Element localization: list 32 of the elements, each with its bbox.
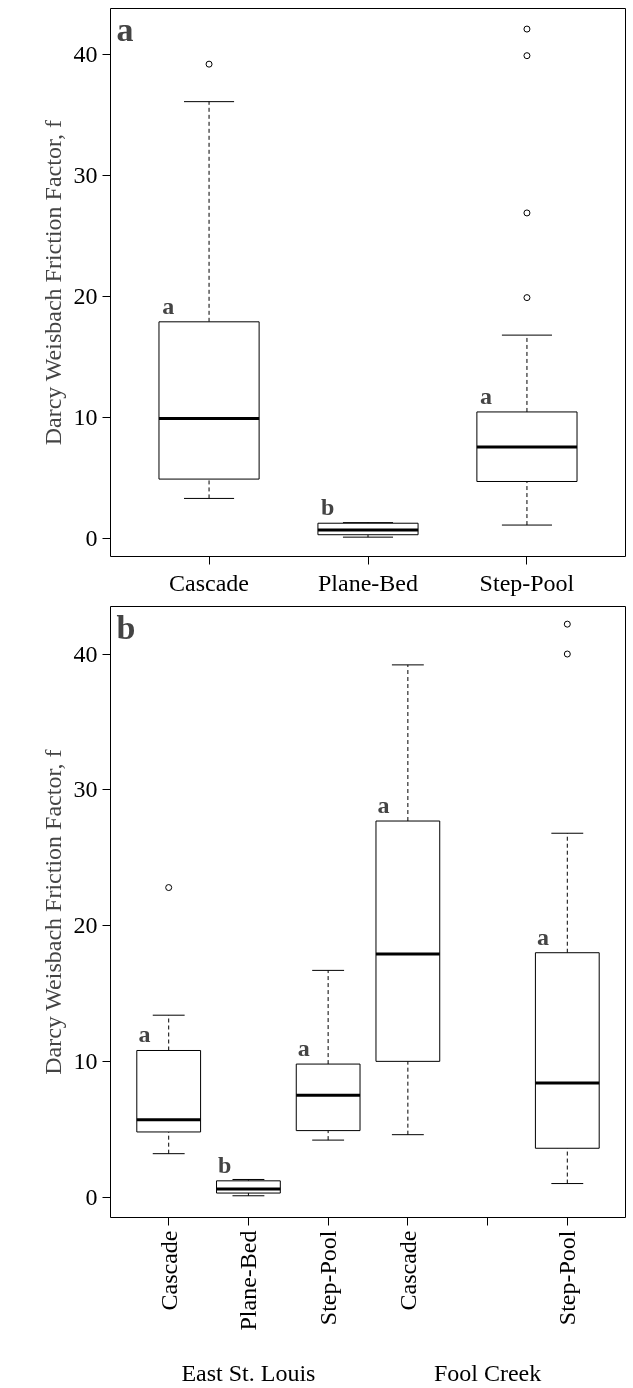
annotation: b — [218, 1151, 232, 1178]
x-tick-label: Step-Pool — [315, 1230, 342, 1326]
x-tick-label: Cascade — [155, 1230, 182, 1311]
x-tick-label: Plane-Bed — [235, 1230, 262, 1331]
x-tick-label: Cascade — [394, 1230, 421, 1311]
annotation: a — [297, 1035, 310, 1062]
y-tick-label: 10 — [73, 403, 98, 430]
x-tick-label: Plane-Bed — [318, 569, 418, 596]
y-tick-label: 40 — [73, 40, 98, 67]
text: East St. Louis — [181, 1359, 316, 1386]
annotation: a — [537, 923, 550, 950]
y-tick-label: 40 — [73, 640, 98, 667]
x-tick-label: Step-Pool — [479, 569, 575, 596]
y-tick-label: 10 — [73, 1047, 98, 1074]
annotation: b — [321, 494, 335, 521]
chart-title: b — [116, 608, 136, 646]
y-tick-label: 30 — [73, 161, 98, 188]
y-axis-title: Darcy Weisbach Friction Factor, f — [39, 749, 66, 1075]
text: Fool Creek — [433, 1359, 542, 1386]
y-tick-label: 20 — [73, 282, 98, 309]
x-tick-label: Step-Pool — [554, 1230, 581, 1326]
y-tick-label: 0 — [85, 524, 98, 551]
chart-title: a — [116, 10, 134, 48]
x-tick-label: Cascade — [169, 569, 250, 596]
y-axis-title: Darcy Weisbach Friction Factor, f — [39, 120, 66, 446]
annotation: a — [480, 382, 493, 409]
y-tick-label: 20 — [73, 912, 98, 939]
annotation: a — [138, 1021, 151, 1048]
annotation: a — [162, 292, 175, 319]
annotation: a — [377, 792, 390, 819]
y-tick-label: 30 — [73, 776, 98, 803]
y-tick-label: 0 — [85, 1183, 98, 1210]
